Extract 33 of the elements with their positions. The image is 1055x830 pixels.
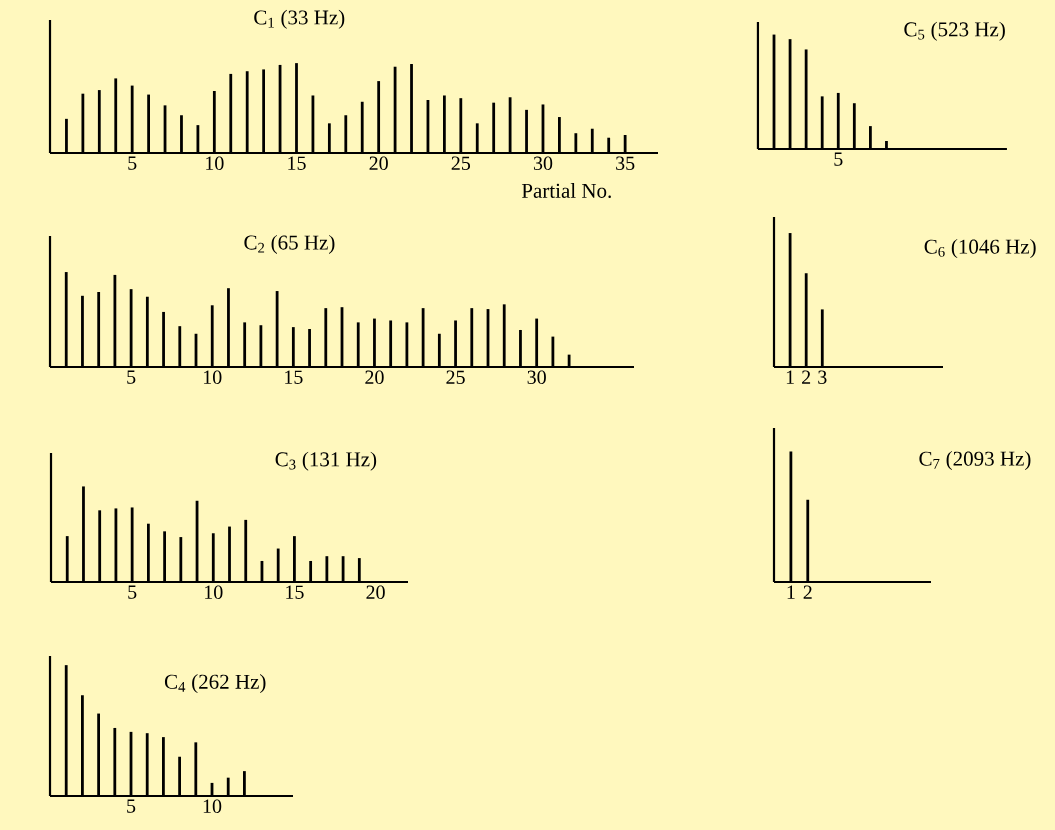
chart-title: C$_{1}$ (33 Hz)	[254, 9, 345, 29]
x-tick-label: 25	[451, 156, 471, 170]
x-tick-label: 1	[787, 585, 795, 599]
x-tick-label: 5	[834, 152, 843, 166]
x-axis-title: Partial No.	[521, 183, 611, 198]
text: C$_{7}$ (2093 Hz)	[919, 450, 1031, 471]
x-tick-label: 15	[286, 585, 304, 599]
text: C$_{5}$ (523 Hz)	[904, 21, 1005, 41]
chart-title: C$_{6}$ (1046 Hz)	[924, 238, 1036, 259]
x-tick-label: 10	[205, 585, 223, 600]
x-tick-label: 3	[818, 370, 827, 384]
x-tick-label: 5	[128, 156, 137, 170]
x-tick-label: 2	[802, 370, 811, 384]
x-tick-label: 30	[533, 156, 553, 171]
x-tick-label: 1	[786, 370, 794, 384]
x-tick-label: 10	[203, 370, 222, 385]
x-tick-label: 15	[288, 156, 306, 170]
x-tick-label: 5	[128, 585, 137, 599]
x-tick-label: 10	[203, 799, 222, 814]
x-tick-label: 25	[446, 370, 465, 384]
x-tick-label: 5	[127, 799, 136, 813]
chart-title: C$_{4}$ (262 Hz)	[164, 674, 266, 694]
x-tick-label: 2	[803, 585, 812, 599]
x-tick-label: 20	[366, 585, 385, 600]
x-tick-label: 20	[369, 156, 388, 171]
x-tick-label: 5	[127, 370, 136, 384]
x-tick-label: 20	[365, 370, 384, 385]
x-tick-label: 15	[285, 370, 303, 384]
x-tick-label: 35	[616, 156, 635, 170]
chart-title: C$_{2}$ (65 Hz)	[244, 234, 335, 254]
chart-title: C$_{3}$ (131 Hz)	[275, 451, 377, 471]
x-tick-label: 30	[527, 370, 546, 385]
x-tick-label: 10	[206, 156, 224, 171]
